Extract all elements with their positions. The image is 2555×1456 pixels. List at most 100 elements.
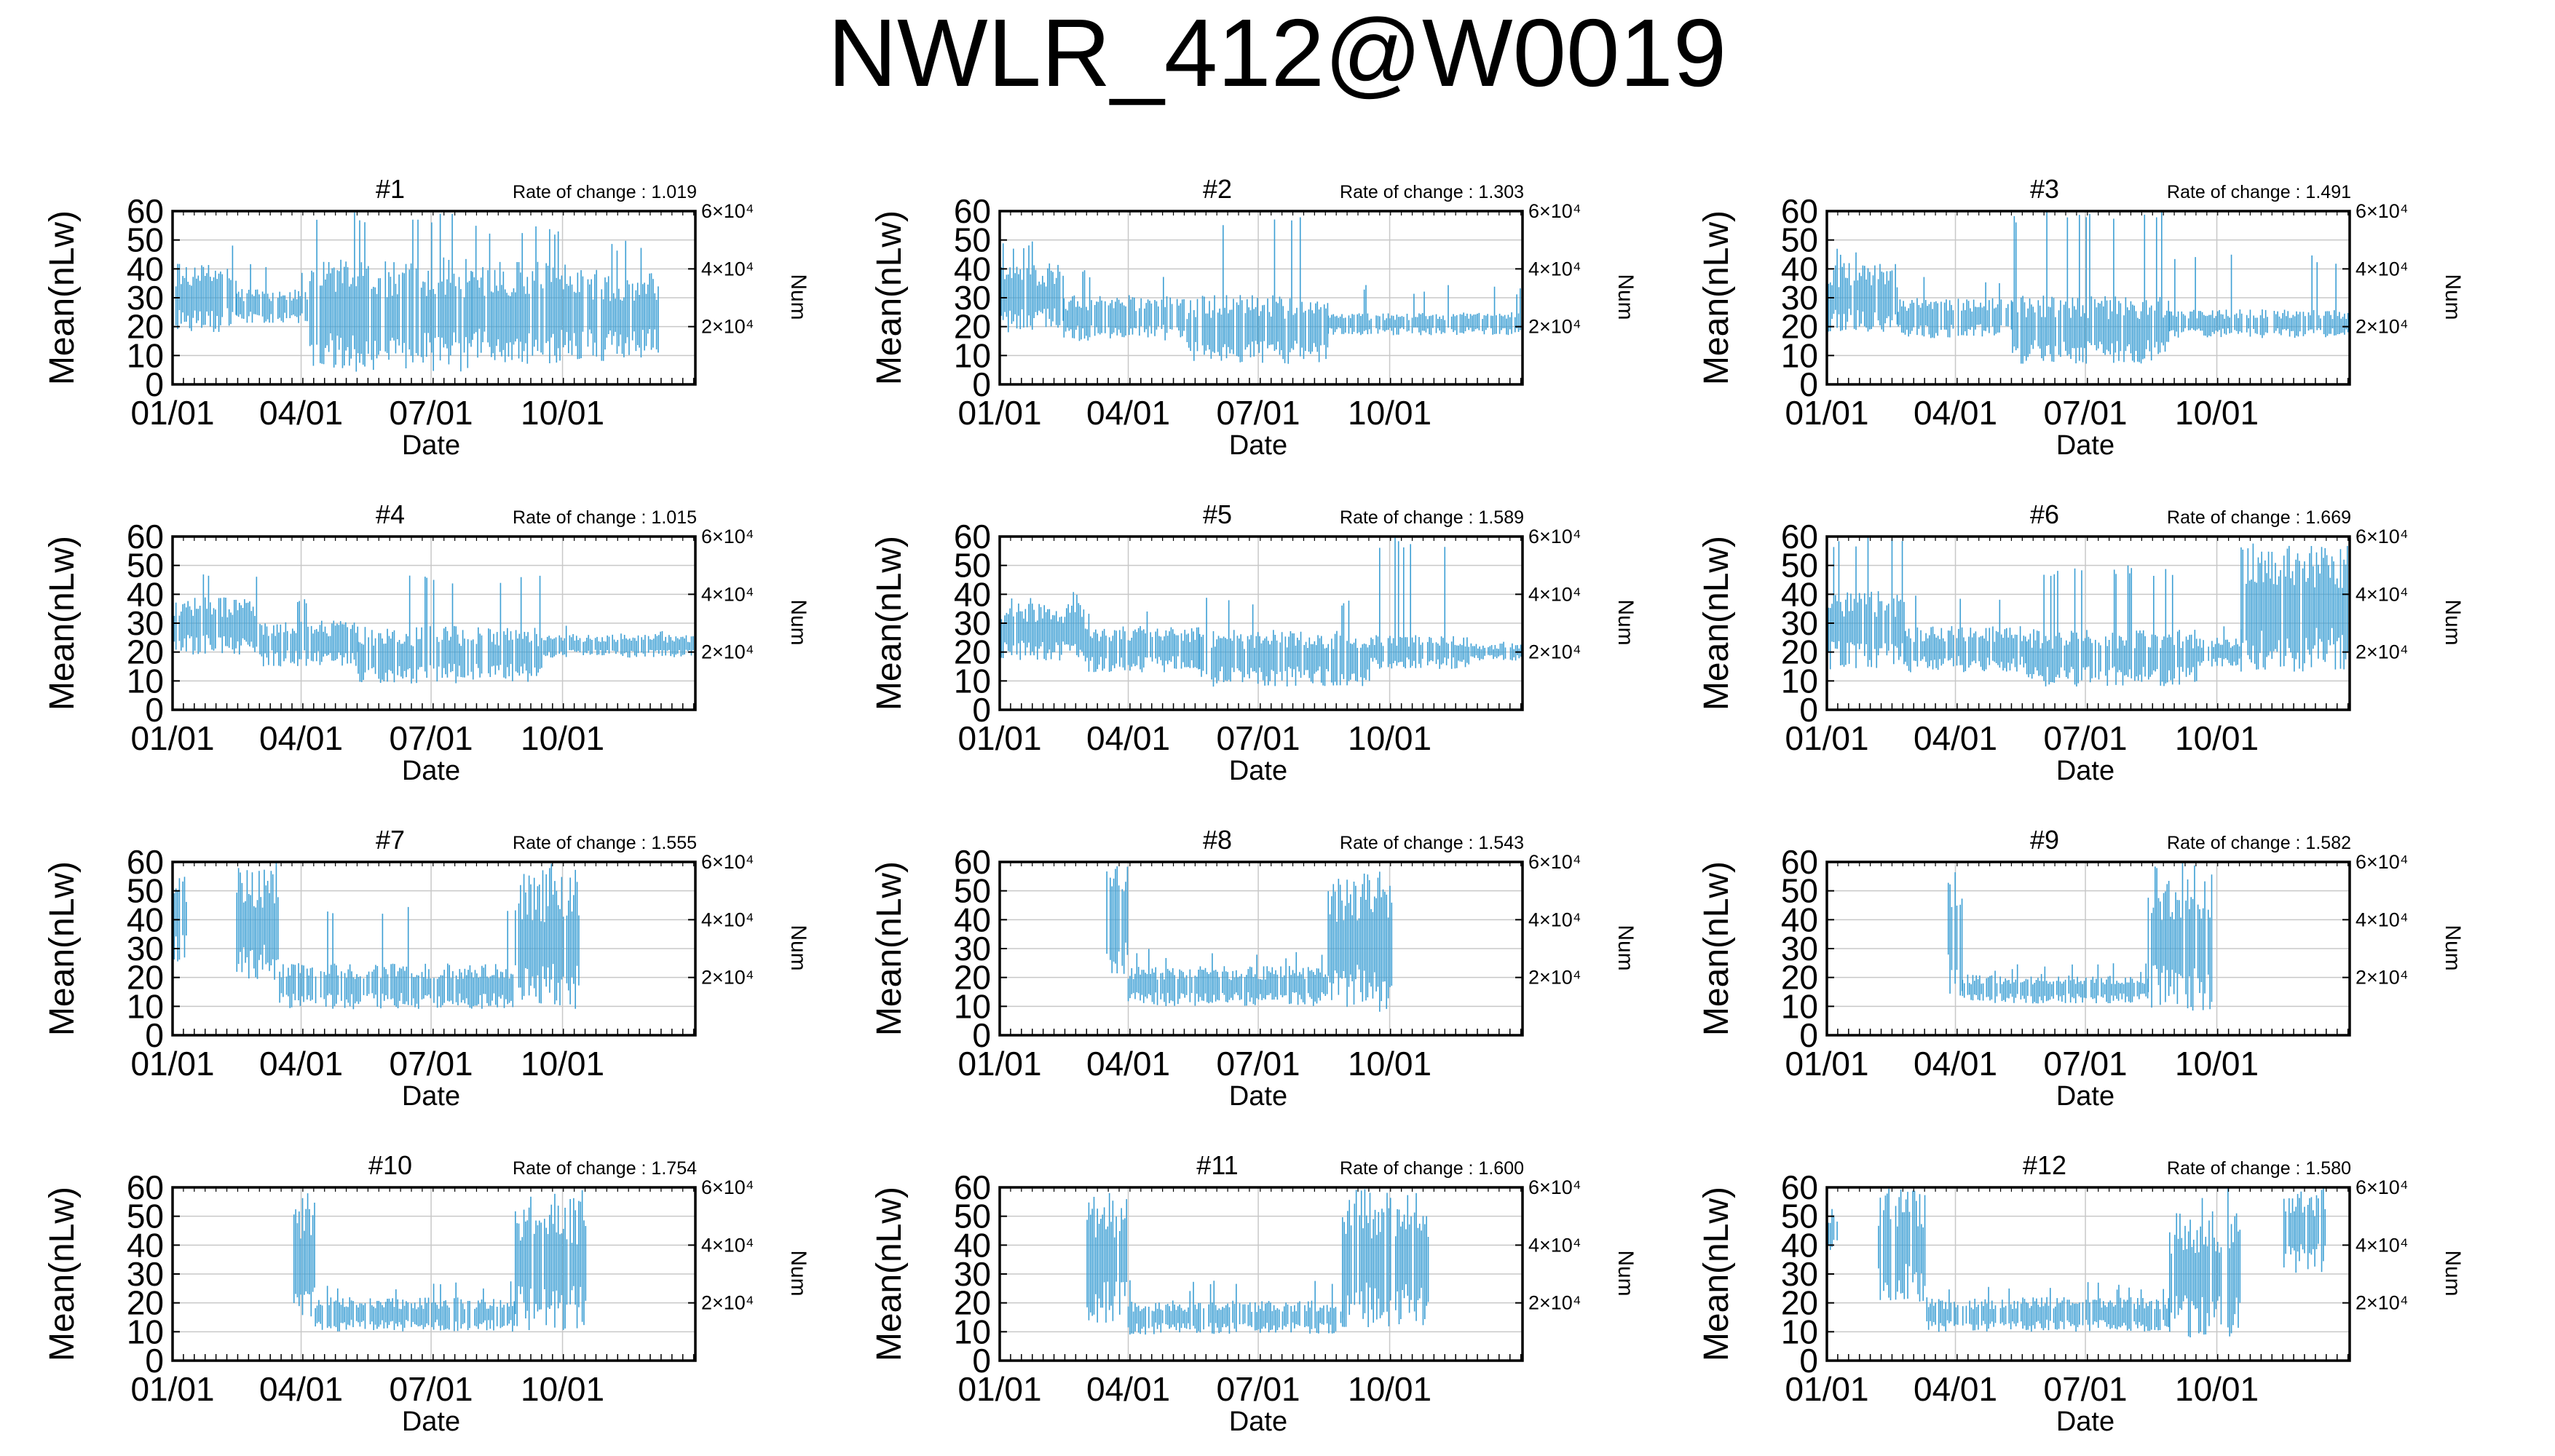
y2-tick-label: 2×10⁴ <box>2355 316 2408 338</box>
y-tick-label: 50 <box>954 872 991 910</box>
y-tick-label: 50 <box>1781 547 1818 585</box>
x-axis-label: Date <box>1229 1081 1287 1112</box>
panel-title: #12 <box>2023 1150 2066 1180</box>
x-tick-label: 01/01 <box>1785 719 1868 757</box>
y-tick-label: 10 <box>954 987 991 1025</box>
y-tick-label: 40 <box>954 1226 991 1264</box>
x-tick-label: 07/01 <box>390 1370 473 1408</box>
x-tick-label: 01/01 <box>957 1045 1041 1083</box>
y-tick-label: 50 <box>127 1198 164 1235</box>
y-tick-label: 0 <box>1799 1016 1818 1054</box>
data-series <box>1827 537 2350 687</box>
y-tick-label: 30 <box>1781 604 1818 642</box>
y-axis-label: Mean(nLw) <box>870 210 909 385</box>
x-tick-label: 04/01 <box>1914 719 1997 757</box>
y-tick-label: 20 <box>954 959 991 997</box>
y-axis-label: Mean(nLw) <box>1697 536 1736 711</box>
y-tick-label: 10 <box>1781 662 1818 700</box>
y-tick-label: 20 <box>1781 633 1818 671</box>
x-axis-label: Date <box>1229 756 1287 786</box>
figure-title: NWLR_412@W0019 <box>828 0 1727 106</box>
y2-tick-label: 6×10⁴ <box>2355 851 2408 873</box>
data-series <box>293 1190 587 1332</box>
y2-axis-label: Num <box>2441 1250 2465 1296</box>
y-tick-label: 50 <box>954 221 991 259</box>
y-tick-label: 40 <box>954 901 991 938</box>
y-tick-label: 40 <box>127 1226 164 1264</box>
y-tick-label: 60 <box>1781 1168 1818 1206</box>
y-tick-label: 10 <box>1781 987 1818 1025</box>
y-tick-label: 20 <box>127 633 164 671</box>
y-axis-label: Mean(nLw) <box>43 210 82 385</box>
y-tick-label: 60 <box>954 1168 991 1206</box>
y-tick-label: 30 <box>954 604 991 642</box>
y-tick-label: 0 <box>972 1016 991 1054</box>
x-tick-label: 04/01 <box>1086 1370 1170 1408</box>
x-tick-label: 10/01 <box>521 394 604 432</box>
x-tick-label: 07/01 <box>1217 394 1300 432</box>
x-tick-label: 01/01 <box>1785 1370 1868 1408</box>
y-tick-label: 50 <box>127 547 164 585</box>
y-tick-label: 30 <box>954 930 991 968</box>
data-series <box>1086 1189 1429 1335</box>
y-tick-label: 20 <box>1781 308 1818 346</box>
y-axis-label: Mean(nLw) <box>1697 1187 1736 1361</box>
y-tick-label: 60 <box>1781 518 1818 555</box>
x-tick-label: 01/01 <box>957 394 1041 432</box>
data-series <box>1106 866 1393 1012</box>
rate-of-change-annotation: Rate of change : 1.019 <box>513 182 697 202</box>
y-tick-label: 10 <box>127 336 164 374</box>
x-tick-label: 07/01 <box>2044 394 2128 432</box>
y-axis-label: Mean(nLw) <box>43 861 82 1036</box>
y-tick-label: 60 <box>1781 192 1818 230</box>
y-tick-label: 50 <box>1781 1198 1818 1235</box>
y-axis-label: Mean(nLw) <box>1697 861 1736 1036</box>
y-axis-label: Mean(nLw) <box>43 1187 82 1361</box>
x-tick-label: 04/01 <box>259 394 343 432</box>
rate-of-change-annotation: Rate of change : 1.015 <box>513 507 697 528</box>
rate-of-change-annotation: Rate of change : 1.600 <box>1340 1158 1524 1179</box>
y-tick-label: 30 <box>127 930 164 968</box>
y-tick-label: 40 <box>954 575 991 613</box>
x-tick-label: 04/01 <box>1086 719 1170 757</box>
y-tick-label: 20 <box>127 959 164 997</box>
y-tick-label: 30 <box>127 1255 164 1293</box>
y2-tick-label: 6×10⁴ <box>2355 1176 2408 1198</box>
y-tick-label: 10 <box>954 1313 991 1350</box>
data-series <box>1828 211 2350 364</box>
y-tick-label: 40 <box>127 901 164 938</box>
y-tick-label: 40 <box>954 250 991 288</box>
y2-tick-label: 6×10⁴ <box>2355 526 2408 547</box>
x-tick-label: 10/01 <box>521 1370 604 1408</box>
y-tick-label: 0 <box>1799 365 1818 403</box>
data-series <box>173 574 695 684</box>
x-tick-label: 04/01 <box>259 1370 343 1408</box>
y2-tick-label: 2×10⁴ <box>1528 967 1581 989</box>
y2-tick-label: 6×10⁴ <box>1528 526 1581 547</box>
x-tick-label: 04/01 <box>1914 1045 1997 1083</box>
y2-tick-label: 6×10⁴ <box>1528 200 1581 222</box>
y-tick-label: 50 <box>1781 872 1818 910</box>
y-tick-label: 30 <box>1781 930 1818 968</box>
y-tick-label: 0 <box>145 365 164 403</box>
y2-tick-label: 4×10⁴ <box>1528 909 1581 930</box>
panel-title: #9 <box>2030 825 2059 855</box>
x-tick-label: 10/01 <box>2175 1370 2259 1408</box>
x-tick-label: 01/01 <box>957 719 1041 757</box>
y2-tick-label: 4×10⁴ <box>701 1234 754 1256</box>
y2-tick-label: 6×10⁴ <box>701 851 754 873</box>
y-axis-label: Mean(nLw) <box>1697 210 1736 385</box>
rate-of-change-annotation: Rate of change : 1.580 <box>2167 1158 2351 1179</box>
y-tick-label: 0 <box>1799 1342 1818 1380</box>
x-axis-label: Date <box>2056 430 2114 461</box>
y2-tick-label: 4×10⁴ <box>701 909 754 930</box>
x-tick-label: 07/01 <box>390 719 473 757</box>
